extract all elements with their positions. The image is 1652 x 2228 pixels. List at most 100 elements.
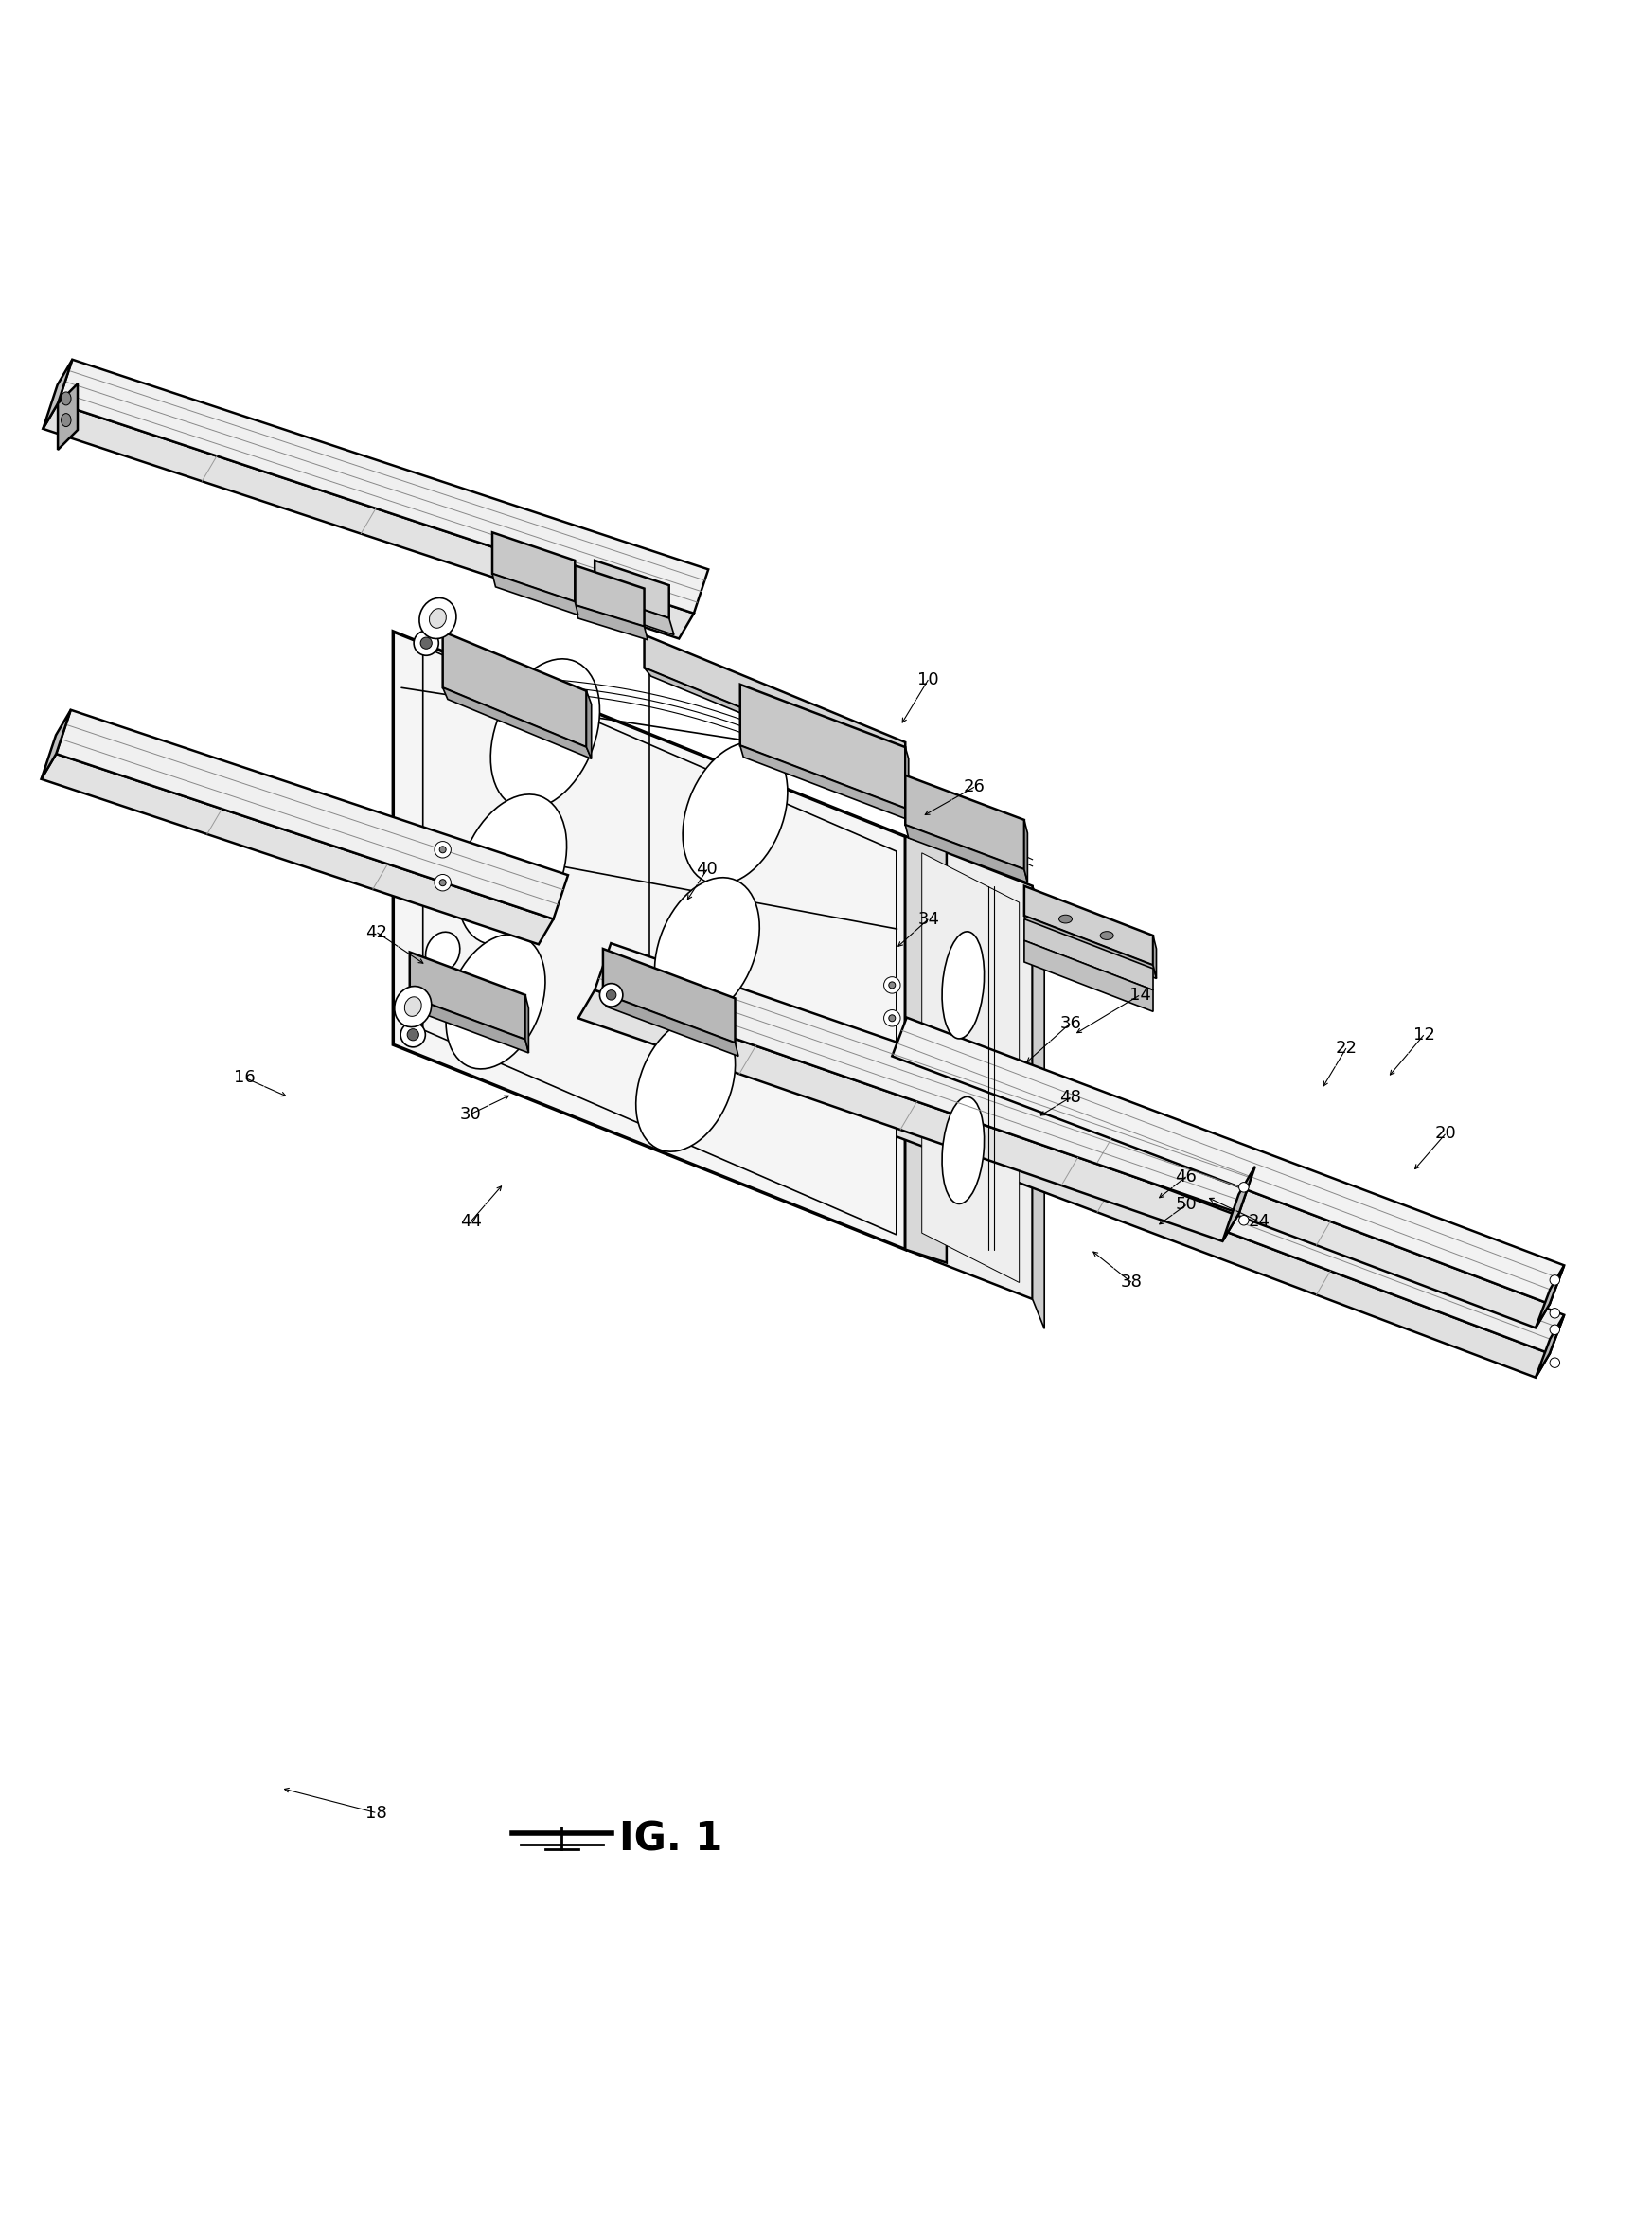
Ellipse shape — [942, 1096, 985, 1203]
Ellipse shape — [1550, 1308, 1559, 1319]
Polygon shape — [443, 631, 586, 746]
Ellipse shape — [1550, 1357, 1559, 1368]
Text: 16: 16 — [233, 1069, 256, 1087]
Text: 22: 22 — [1335, 1040, 1358, 1056]
Text: 46: 46 — [1175, 1167, 1198, 1185]
Text: 26: 26 — [963, 778, 986, 795]
Polygon shape — [879, 1105, 1550, 1377]
Ellipse shape — [420, 597, 456, 639]
Polygon shape — [1024, 887, 1153, 965]
Polygon shape — [644, 668, 912, 784]
Polygon shape — [423, 646, 897, 1234]
Text: 42: 42 — [365, 925, 388, 940]
Polygon shape — [922, 853, 1019, 1283]
Ellipse shape — [413, 631, 439, 655]
Text: 12: 12 — [1412, 1027, 1436, 1043]
Ellipse shape — [430, 608, 446, 628]
Ellipse shape — [889, 983, 895, 989]
Polygon shape — [41, 753, 553, 945]
Polygon shape — [905, 824, 1028, 882]
Ellipse shape — [654, 878, 760, 1020]
Ellipse shape — [439, 847, 446, 853]
Polygon shape — [575, 566, 644, 626]
Text: 36: 36 — [1059, 1014, 1082, 1032]
Polygon shape — [393, 631, 905, 1250]
Ellipse shape — [61, 392, 71, 405]
Polygon shape — [410, 951, 525, 1040]
Ellipse shape — [1550, 1274, 1559, 1286]
Polygon shape — [1535, 1266, 1564, 1328]
Polygon shape — [1024, 940, 1153, 1012]
Ellipse shape — [600, 983, 623, 1007]
Polygon shape — [586, 691, 591, 760]
Ellipse shape — [400, 1023, 425, 1047]
Text: 40: 40 — [695, 860, 719, 878]
Polygon shape — [905, 836, 1032, 1299]
Polygon shape — [740, 746, 909, 820]
Ellipse shape — [420, 637, 433, 648]
Polygon shape — [905, 775, 1024, 869]
Text: 38: 38 — [1120, 1274, 1143, 1290]
Polygon shape — [603, 994, 738, 1056]
Polygon shape — [43, 403, 694, 639]
Polygon shape — [1024, 918, 1153, 989]
Ellipse shape — [434, 842, 451, 858]
Ellipse shape — [636, 1016, 735, 1152]
Polygon shape — [1024, 820, 1028, 882]
Polygon shape — [578, 989, 1239, 1241]
Ellipse shape — [446, 934, 545, 1069]
Polygon shape — [1024, 916, 1156, 978]
Polygon shape — [575, 606, 648, 639]
Polygon shape — [56, 711, 568, 918]
Polygon shape — [1535, 1315, 1564, 1377]
Polygon shape — [595, 561, 669, 619]
Polygon shape — [879, 1056, 1550, 1328]
Ellipse shape — [942, 931, 985, 1038]
Ellipse shape — [606, 989, 616, 1000]
Text: 24: 24 — [1247, 1212, 1270, 1230]
Text: 18: 18 — [365, 1805, 388, 1823]
Ellipse shape — [884, 976, 900, 994]
Ellipse shape — [434, 873, 451, 891]
Polygon shape — [1032, 887, 1044, 1328]
Polygon shape — [905, 836, 947, 1263]
Text: 30: 30 — [459, 1105, 482, 1123]
Polygon shape — [410, 996, 529, 1054]
Polygon shape — [58, 359, 709, 613]
Polygon shape — [492, 573, 578, 615]
Ellipse shape — [405, 996, 421, 1016]
Ellipse shape — [491, 659, 600, 809]
Polygon shape — [905, 746, 909, 820]
Text: 50: 50 — [1175, 1196, 1198, 1214]
Polygon shape — [492, 532, 575, 602]
Text: IG. 1: IG. 1 — [620, 1820, 724, 1858]
Text: 44: 44 — [459, 1212, 482, 1230]
Ellipse shape — [426, 931, 459, 971]
Ellipse shape — [61, 414, 71, 426]
Ellipse shape — [884, 1009, 900, 1027]
Ellipse shape — [889, 1016, 895, 1020]
Ellipse shape — [458, 795, 567, 945]
Polygon shape — [740, 684, 905, 809]
Polygon shape — [41, 711, 71, 780]
Text: 48: 48 — [1059, 1089, 1082, 1105]
Polygon shape — [595, 593, 674, 635]
Text: 20: 20 — [1434, 1125, 1457, 1143]
Polygon shape — [644, 635, 905, 775]
Polygon shape — [525, 996, 529, 1054]
Text: 10: 10 — [919, 671, 938, 688]
Ellipse shape — [1239, 1183, 1249, 1192]
Ellipse shape — [406, 1029, 420, 1040]
Ellipse shape — [1239, 1214, 1249, 1225]
Polygon shape — [43, 359, 73, 428]
Polygon shape — [595, 942, 1256, 1212]
Polygon shape — [1153, 936, 1156, 978]
Text: 34: 34 — [917, 911, 940, 927]
Ellipse shape — [395, 987, 431, 1027]
Ellipse shape — [439, 880, 446, 887]
Ellipse shape — [1550, 1326, 1559, 1335]
Polygon shape — [58, 383, 78, 450]
Ellipse shape — [430, 983, 456, 1014]
Polygon shape — [603, 949, 735, 1043]
Text: 14: 14 — [1128, 987, 1151, 1003]
